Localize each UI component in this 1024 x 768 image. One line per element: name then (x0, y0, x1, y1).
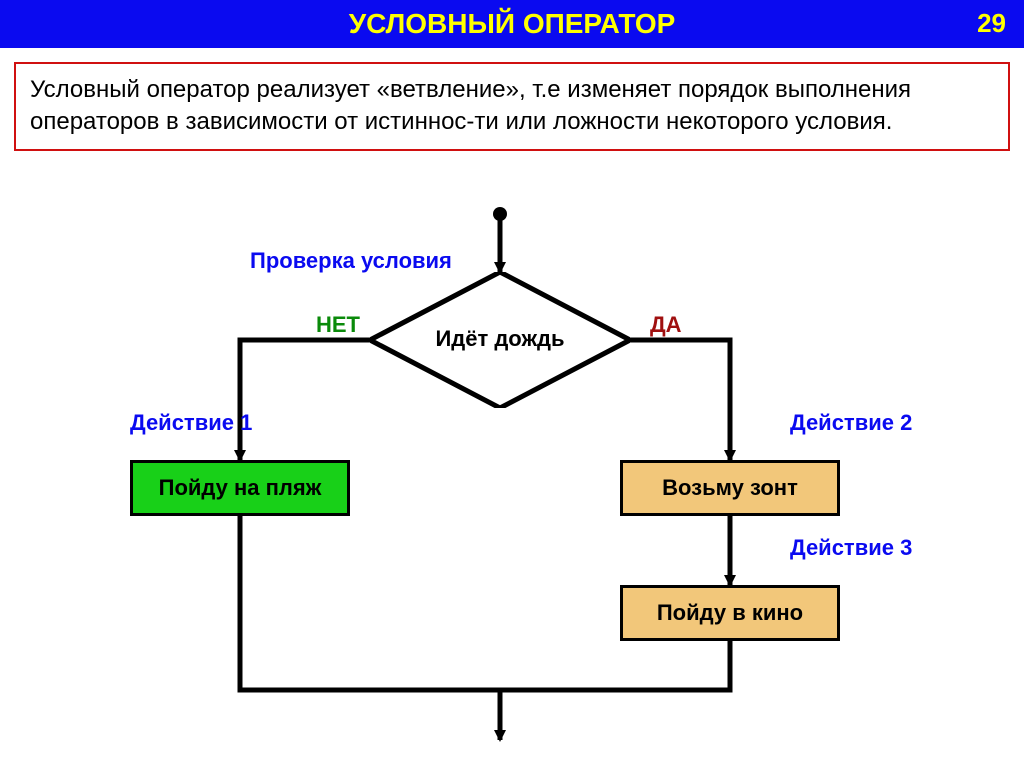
action-box-cinema: Пойду в кино (620, 585, 840, 641)
label-action-3: Действие 3 (790, 535, 912, 561)
action-box-umbrella: Возьму зонт (620, 460, 840, 516)
page-number: 29 (977, 8, 1006, 39)
decision-label: Идёт дождь (370, 326, 630, 352)
header-bar: УСЛОВНЫЙ ОПЕРАТОР 29 (0, 0, 1024, 48)
label-no: НЕТ (316, 312, 360, 338)
label-yes: ДА (650, 312, 682, 338)
description-text: Условный оператор реализует «ветвление»,… (30, 76, 911, 135)
description-box: Условный оператор реализует «ветвление»,… (14, 62, 1010, 151)
action-box-umbrella-label: Возьму зонт (662, 475, 798, 501)
label-action-2: Действие 2 (790, 410, 912, 436)
action-box-cinema-label: Пойду в кино (657, 600, 803, 626)
label-action-1: Действие 1 (130, 410, 252, 436)
action-box-beach: Пойду на пляж (130, 460, 350, 516)
label-check-condition: Проверка условия (250, 248, 452, 274)
flowchart: Идёт дождь Проверка условия НЕТ ДА Дейст… (0, 200, 1024, 760)
action-box-beach-label: Пойду на пляж (159, 475, 322, 501)
decision-diamond: Идёт дождь (370, 272, 630, 408)
page-title: УСЛОВНЫЙ ОПЕРАТОР (349, 8, 676, 40)
